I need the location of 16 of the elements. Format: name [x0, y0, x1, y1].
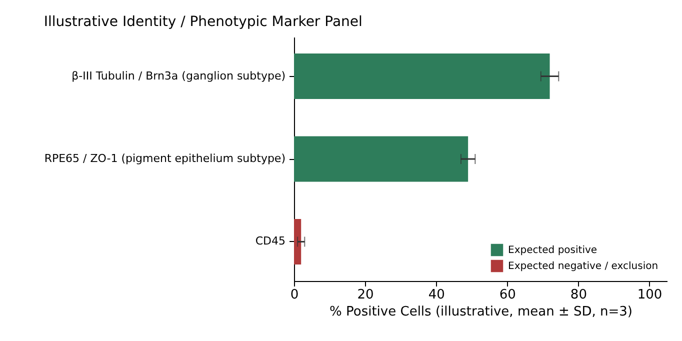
x-tick-label: 100	[637, 288, 662, 302]
bar	[294, 54, 550, 100]
y-tick-label: RPE65 / ZO-1 (pigment epithelium subtype)	[44, 152, 286, 165]
x-tick-label: 80	[570, 288, 587, 302]
y-tick-label: β-III Tubulin / Brn3a (ganglion subtype)	[72, 69, 286, 82]
legend-label: Expected positive	[508, 245, 598, 256]
y-tick-label: CD45	[255, 234, 286, 248]
x-tick-label: 20	[357, 288, 374, 302]
x-tick-label: 0	[290, 288, 299, 302]
x-tick-label: 60	[499, 288, 516, 302]
bar	[294, 136, 468, 182]
bar	[294, 218, 302, 264]
chart-title: Illustrative Identity / Phenotypic Marker Panel	[44, 14, 362, 30]
legend-label: Expected negative / exclusion	[508, 261, 658, 272]
x-axis-title: % Positive Cells (illustrative, mean ± SD, n=3)	[330, 304, 632, 320]
x-tick-label: 40	[428, 288, 445, 302]
